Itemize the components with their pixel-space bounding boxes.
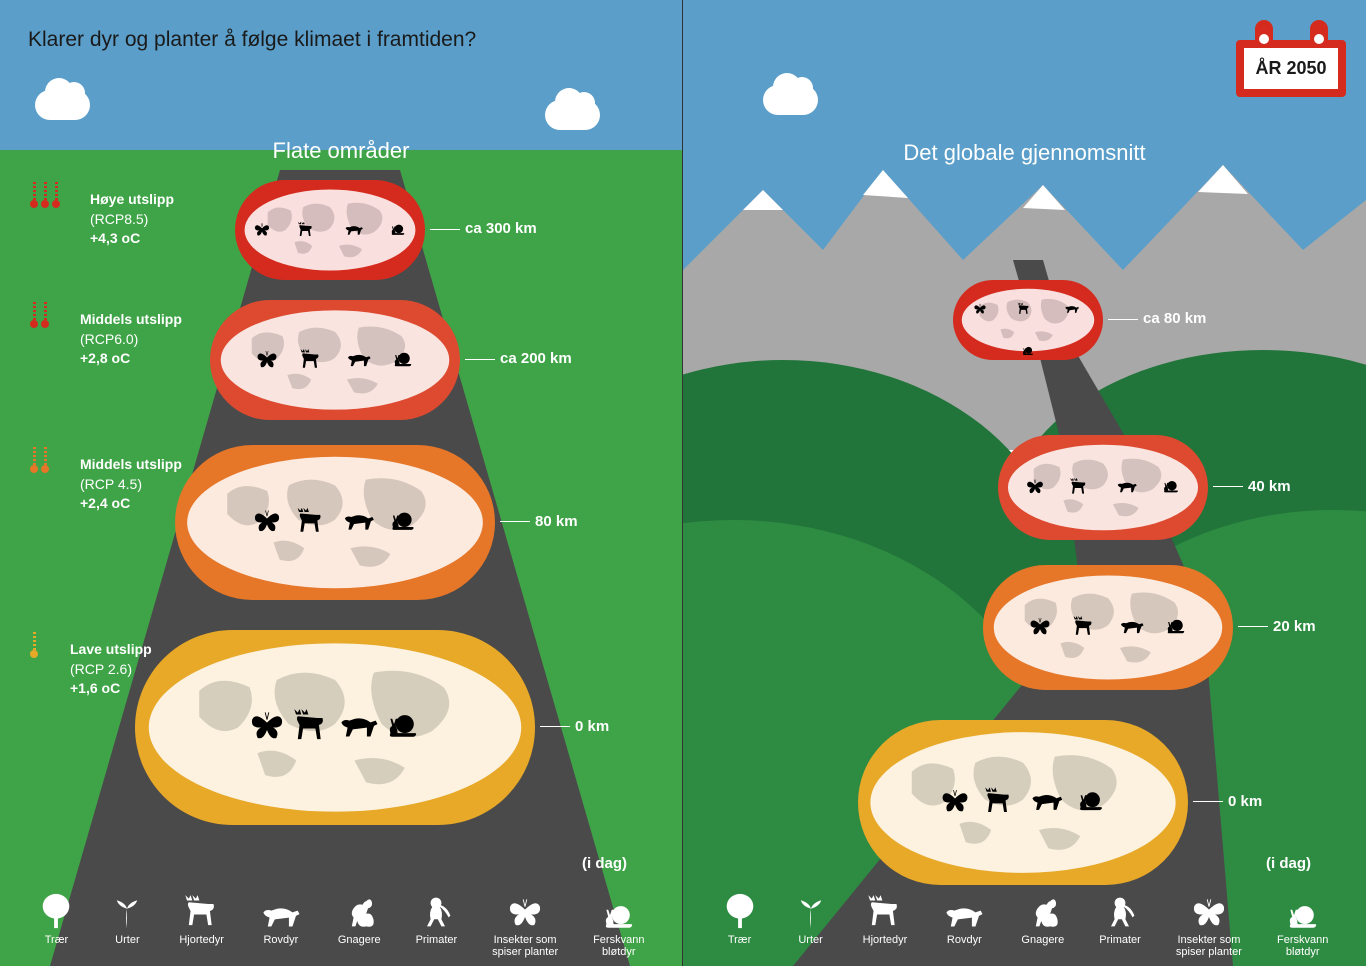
- species-blob: [998, 435, 1208, 540]
- tree-icon: [37, 888, 75, 930]
- calendar-ring-icon: [1255, 20, 1273, 48]
- species-blob: [135, 630, 535, 825]
- species-blob: [983, 565, 1233, 690]
- cloud-icon: [545, 100, 600, 130]
- moose-icon: [179, 888, 224, 930]
- scenario-label: Middels utslipp(RCP6.0)+2,8 oC: [80, 310, 182, 369]
- squirrel-icon: [338, 888, 381, 930]
- legend-item: Urter: [794, 888, 828, 958]
- legend-item: Ferskvannbløtdyr: [593, 888, 644, 958]
- distance-label: 20 km: [1273, 618, 1316, 635]
- butterfly-icon: [1176, 888, 1242, 930]
- thermometer-icon: [30, 302, 49, 328]
- species-blob: [175, 445, 495, 600]
- distance-label: ca 200 km: [500, 350, 572, 367]
- butterfly-icon: [492, 888, 558, 930]
- legend-label: Urter: [794, 934, 828, 946]
- section-title-left: Flate områder: [273, 138, 410, 164]
- main-title: Klarer dyr og planter å følge klimaet i …: [28, 28, 476, 52]
- distance-label: ca 80 km: [1143, 310, 1206, 327]
- legend-label: Gnagere: [1021, 934, 1064, 946]
- distance-label: 40 km: [1248, 478, 1291, 495]
- scenario-label: Middels utslipp(RCP 4.5)+2,4 oC: [80, 455, 182, 514]
- legend-item: Insekter somspiser planter: [492, 888, 558, 958]
- legend-item: Trær: [721, 888, 759, 958]
- legend-item: Ferskvannbløtdyr: [1277, 888, 1328, 958]
- legend-label: Rovdyr: [259, 934, 303, 946]
- sprout-icon: [794, 888, 828, 930]
- thermometer-icon: [30, 182, 60, 208]
- legend-label: Primater: [416, 934, 458, 946]
- sprout-icon: [110, 888, 144, 930]
- legend-label: Urter: [110, 934, 144, 946]
- thermometer-icon: [30, 447, 49, 473]
- legend-label: Insekter somspiser planter: [1176, 934, 1242, 958]
- legend-item: Primater: [1099, 888, 1141, 958]
- legend-label: Rovdyr: [942, 934, 986, 946]
- predator-icon: [942, 888, 986, 930]
- cloud-icon: [763, 85, 818, 115]
- legend-item: Rovdyr: [942, 888, 986, 958]
- legend-item: Urter: [110, 888, 144, 958]
- legend-label: Ferskvannbløtdyr: [593, 934, 644, 958]
- calendar-badge: ÅR 2050: [1236, 20, 1346, 97]
- legend-right: Trær Urter Hjortedyr Rovdyr Gnagere Prim…: [683, 888, 1366, 958]
- monkey-icon: [1099, 888, 1141, 930]
- squirrel-icon: [1021, 888, 1064, 930]
- today-label-left: (i dag): [582, 855, 627, 872]
- distance-label: ca 300 km: [465, 220, 537, 237]
- legend-item: Hjortedyr: [863, 888, 908, 958]
- cloud-icon: [35, 90, 90, 120]
- legend-item: Trær: [37, 888, 75, 958]
- species-blob: [210, 300, 460, 420]
- monkey-icon: [416, 888, 458, 930]
- distance-label: 0 km: [575, 718, 609, 735]
- legend-label: Hjortedyr: [179, 934, 224, 946]
- tree-icon: [721, 888, 759, 930]
- snail-icon: [593, 888, 644, 930]
- legend-item: Hjortedyr: [179, 888, 224, 958]
- scenario-label: Høye utslipp(RCP8.5)+4,3 oC: [90, 190, 174, 249]
- section-title-right: Det globale gjennomsnitt: [903, 140, 1145, 166]
- snail-icon: [1277, 888, 1328, 930]
- species-blob: [858, 720, 1188, 885]
- legend-item: Insekter somspiser planter: [1176, 888, 1242, 958]
- legend-item: Primater: [416, 888, 458, 958]
- today-label-right: (i dag): [1266, 855, 1311, 872]
- panel-flat-areas: Klarer dyr og planter å følge klimaet i …: [0, 0, 683, 966]
- legend-item: Gnagere: [338, 888, 381, 958]
- legend-item: Rovdyr: [259, 888, 303, 958]
- legend-label: Insekter somspiser planter: [492, 934, 558, 958]
- panel-global-average: ÅR 2050 Det globale gjennomsnitt ca 80 k…: [683, 0, 1366, 966]
- species-blob: [235, 180, 425, 280]
- legend-label: Hjortedyr: [863, 934, 908, 946]
- legend-label: Trær: [721, 934, 759, 946]
- legend-label: Trær: [37, 934, 75, 946]
- legend-item: Gnagere: [1021, 888, 1064, 958]
- distance-label: 0 km: [1228, 793, 1262, 810]
- species-blob: [953, 280, 1103, 360]
- legend-label: Ferskvannbløtdyr: [1277, 934, 1328, 958]
- legend-label: Primater: [1099, 934, 1141, 946]
- calendar-ring-icon: [1310, 20, 1328, 48]
- legend-label: Gnagere: [338, 934, 381, 946]
- distance-label: 80 km: [535, 513, 578, 530]
- predator-icon: [259, 888, 303, 930]
- legend-left: Trær Urter Hjortedyr Rovdyr Gnagere Prim…: [0, 888, 682, 958]
- moose-icon: [863, 888, 908, 930]
- infographic-container: Klarer dyr og planter å følge klimaet i …: [0, 0, 1366, 966]
- calendar-year: ÅR 2050: [1244, 48, 1338, 89]
- thermometer-icon: [30, 632, 38, 658]
